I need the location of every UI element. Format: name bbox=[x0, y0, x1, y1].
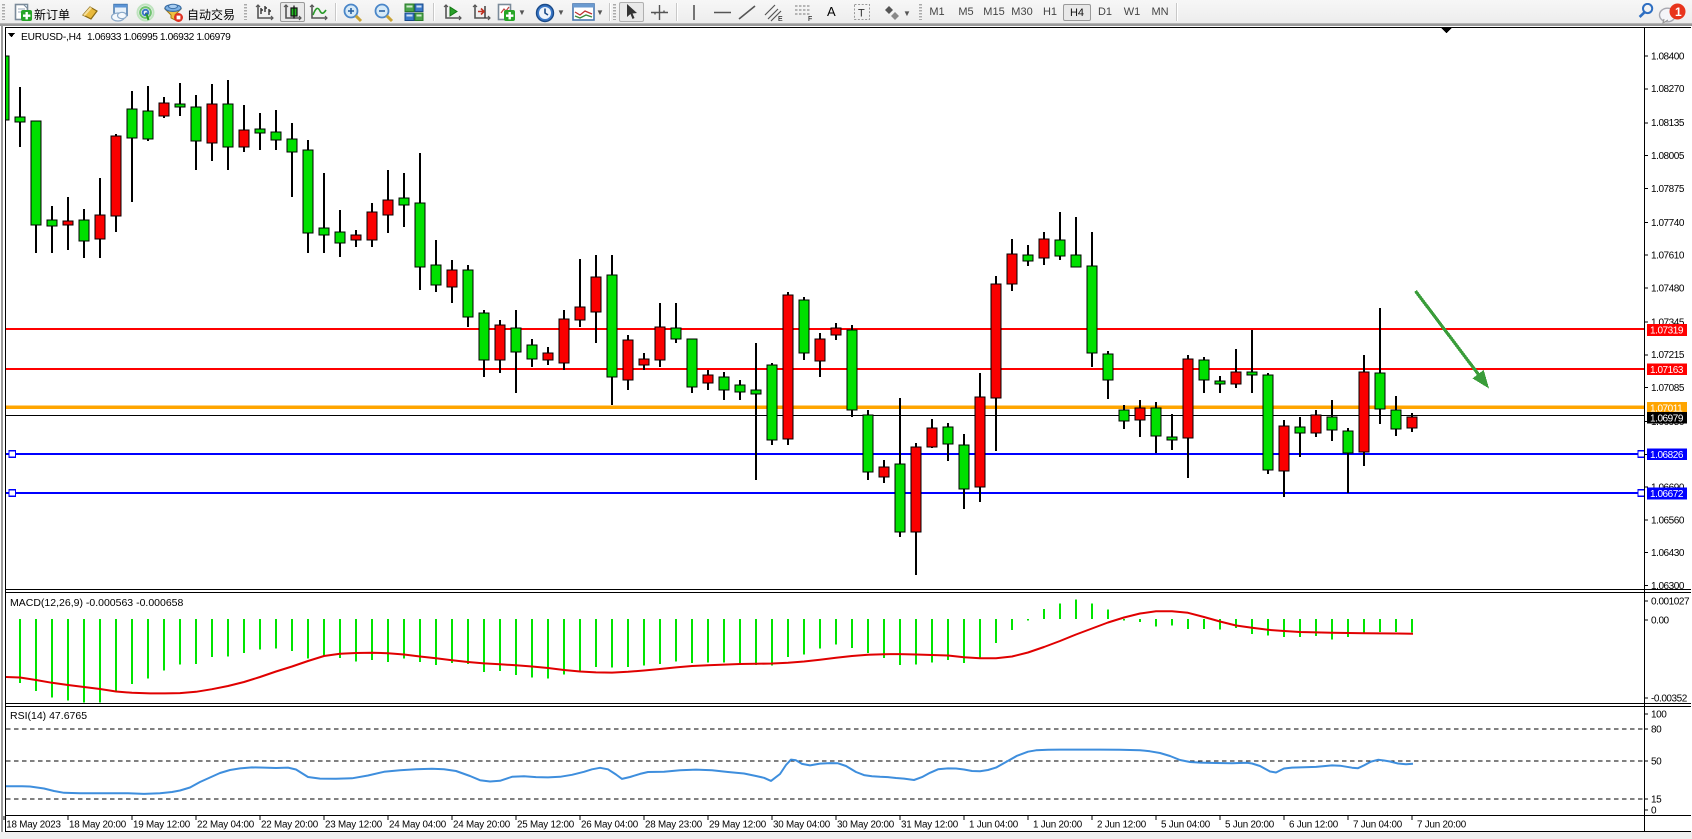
svg-text:30 May 20:00: 30 May 20:00 bbox=[837, 820, 895, 831]
svg-text:MACD(12,26,9) -0.000563 -0.000: MACD(12,26,9) -0.000563 -0.000658 bbox=[10, 597, 184, 609]
svg-text:1.07163: 1.07163 bbox=[1650, 365, 1684, 376]
svg-text:0.00: 0.00 bbox=[1651, 615, 1670, 626]
svg-text:1.07085: 1.07085 bbox=[1651, 383, 1685, 394]
svg-text:7 Jun 04:00: 7 Jun 04:00 bbox=[1353, 820, 1403, 831]
svg-text:22 May 20:00: 22 May 20:00 bbox=[261, 820, 319, 831]
svg-text:1.07480: 1.07480 bbox=[1651, 283, 1685, 294]
svg-text:23 May 12:00: 23 May 12:00 bbox=[325, 820, 383, 831]
svg-text:1.07740: 1.07740 bbox=[1651, 218, 1685, 229]
svg-text:18 May 20:00: 18 May 20:00 bbox=[69, 820, 127, 831]
svg-text:100: 100 bbox=[1651, 709, 1667, 720]
svg-text:1.08400: 1.08400 bbox=[1651, 51, 1685, 62]
svg-text:1: 1 bbox=[1675, 5, 1682, 19]
svg-text:29 May 12:00: 29 May 12:00 bbox=[709, 820, 767, 831]
svg-text:25 May 12:00: 25 May 12:00 bbox=[517, 820, 575, 831]
svg-text:1.06300: 1.06300 bbox=[1651, 581, 1685, 592]
svg-text:RSI(14) 47.6765: RSI(14) 47.6765 bbox=[10, 710, 87, 722]
svg-text:1.08005: 1.08005 bbox=[1651, 151, 1685, 162]
svg-text:5 Jun 20:00: 5 Jun 20:00 bbox=[1225, 820, 1275, 831]
svg-text:28 May 23:00: 28 May 23:00 bbox=[645, 820, 703, 831]
svg-text:-0.00352: -0.00352 bbox=[1651, 693, 1688, 704]
svg-text:1.06979: 1.06979 bbox=[1650, 413, 1684, 424]
svg-text:15: 15 bbox=[1651, 794, 1662, 805]
svg-text:EURUSD-,H4: EURUSD-,H4 bbox=[21, 32, 82, 43]
svg-text:24 May 04:00: 24 May 04:00 bbox=[389, 820, 447, 831]
svg-text:7 Jun 20:00: 7 Jun 20:00 bbox=[1417, 820, 1467, 831]
svg-text:6 Jun 12:00: 6 Jun 12:00 bbox=[1289, 820, 1339, 831]
svg-text:1 Jun 04:00: 1 Jun 04:00 bbox=[969, 820, 1019, 831]
svg-text:50: 50 bbox=[1651, 756, 1662, 767]
svg-text:2 Jun 12:00: 2 Jun 12:00 bbox=[1097, 820, 1147, 831]
svg-text:1.06672: 1.06672 bbox=[1650, 489, 1684, 500]
svg-text:1.08135: 1.08135 bbox=[1651, 118, 1685, 129]
svg-text:1.07610: 1.07610 bbox=[1651, 251, 1685, 262]
svg-text:1.07215: 1.07215 bbox=[1651, 350, 1685, 361]
svg-text:26 May 04:00: 26 May 04:00 bbox=[581, 820, 639, 831]
svg-text:80: 80 bbox=[1651, 724, 1662, 735]
svg-text:1.06933 1.06995 1.06932 1.0697: 1.06933 1.06995 1.06932 1.06979 bbox=[87, 32, 231, 43]
svg-text:1.07345: 1.07345 bbox=[1651, 317, 1685, 328]
svg-text:0.001027: 0.001027 bbox=[1651, 596, 1690, 607]
svg-text:1.08270: 1.08270 bbox=[1651, 84, 1685, 95]
svg-text:▼: ▼ bbox=[903, 9, 911, 18]
svg-text:18 May 2023: 18 May 2023 bbox=[6, 820, 61, 831]
svg-text:24 May 20:00: 24 May 20:00 bbox=[453, 820, 511, 831]
svg-text:19 May 12:00: 19 May 12:00 bbox=[133, 820, 191, 831]
svg-text:1 Jun 20:00: 1 Jun 20:00 bbox=[1033, 820, 1083, 831]
svg-text:F: F bbox=[808, 16, 812, 22]
svg-text:1.07875: 1.07875 bbox=[1651, 184, 1685, 195]
svg-text:0: 0 bbox=[1651, 805, 1657, 816]
svg-text:31 May 12:00: 31 May 12:00 bbox=[901, 820, 959, 831]
svg-text:E: E bbox=[778, 16, 783, 22]
svg-text:1.07319: 1.07319 bbox=[1650, 326, 1684, 337]
svg-text:1.06826: 1.06826 bbox=[1650, 450, 1684, 461]
svg-text:1.07011: 1.07011 bbox=[1650, 404, 1683, 415]
svg-text:22 May 04:00: 22 May 04:00 bbox=[197, 820, 255, 831]
svg-text:30 May 04:00: 30 May 04:00 bbox=[773, 820, 831, 831]
svg-text:1.06560: 1.06560 bbox=[1651, 515, 1685, 526]
svg-text:1.06430: 1.06430 bbox=[1651, 548, 1685, 559]
svg-text:T: T bbox=[858, 8, 865, 20]
svg-text:5 Jun 04:00: 5 Jun 04:00 bbox=[1161, 820, 1211, 831]
